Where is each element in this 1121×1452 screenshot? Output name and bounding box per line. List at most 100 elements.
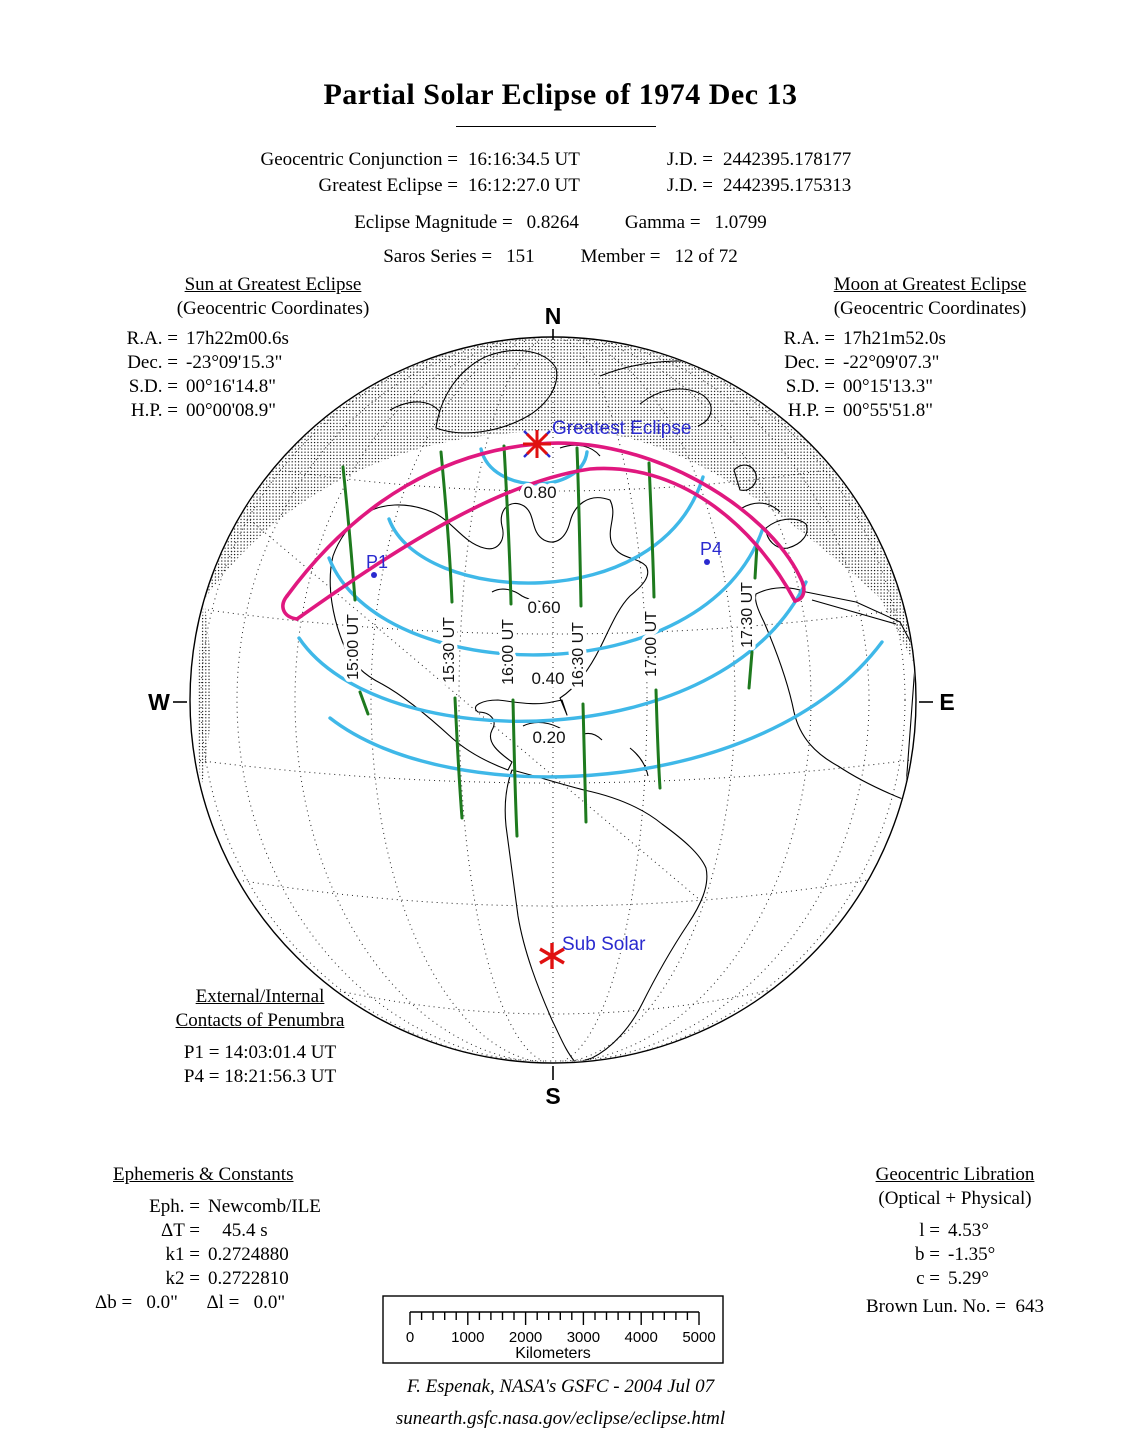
source-url: sunearth.gsfc.nasa.gov/eclipse/eclipse.h… [395, 1408, 726, 1429]
sun-dec-row: Dec. = -23°09'15.3" [127, 352, 283, 373]
compass: N S W E [148, 303, 955, 1109]
ephemeris-block: Ephemeris & Constants Eph. = Newcomb/ILE … [95, 1163, 435, 1315]
scale-tick-labels: 0 1000 2000 3000 4000 5000 [406, 1329, 716, 1346]
libration-heading: Geocentric Libration [875, 1164, 1035, 1185]
moon-block-heading: Moon at Greatest Eclipse [833, 274, 1027, 295]
svg-text:0.20: 0.20 [532, 728, 565, 747]
header-row-greatest-eclipse: Greatest Eclipse = 16:12:27.0 UT J.D. = … [153, 175, 893, 197]
compass-west-label: W [148, 689, 170, 715]
libration-subheading: (Optical + Physical) [878, 1188, 1032, 1209]
title-underline [456, 126, 656, 127]
sub-solar-marker [539, 943, 565, 969]
ephemeris-k2-row: k2 = 0.2722810 [165, 1268, 289, 1289]
page-title: Partial Solar Eclipse of 1974 Dec 13 [323, 78, 798, 111]
compass-east-label: E [939, 689, 954, 715]
svg-text:16:30 UT: 16:30 UT [570, 622, 587, 688]
svg-text:15:30 UT: 15:30 UT [441, 617, 458, 683]
svg-text:4000: 4000 [625, 1329, 658, 1346]
scale-bar: 0 1000 2000 3000 4000 5000 Kilometers [382, 1295, 724, 1364]
svg-text:15:00 UT: 15:00 UT [345, 614, 362, 680]
conjunction-jd-label: J.D. = [666, 149, 713, 170]
svg-text:0.80: 0.80 [523, 483, 556, 502]
libration-b-row: b = -1.35° [915, 1244, 996, 1265]
libration-block: Geocentric Libration (Optical + Physical… [790, 1163, 1120, 1319]
sun-sd-row: S.D. = 00°16'14.8" [128, 376, 277, 397]
night-shading-region [191, 338, 915, 788]
penumbra-contacts-block: External/Internal Contacts of Penumbra P… [100, 985, 420, 1089]
header-row-conjunction: Geocentric Conjunction = 16:16:34.5 UT J… [153, 149, 893, 171]
header-row-magnitude: Eclipse Magnitude = 0.8264 Gamma = 1.079… [0, 212, 1121, 234]
greatest-eclipse-value: 16:12:27.0 UT [468, 175, 580, 196]
moon-block-subheading: (Geocentric Coordinates) [833, 298, 1027, 319]
p1-contact-row: P1 = 14:03:01.4 UT [183, 1042, 337, 1063]
svg-text:1000: 1000 [451, 1329, 484, 1346]
p4-label: P4 [700, 539, 722, 559]
ephemeris-heading: Ephemeris & Constants [113, 1164, 294, 1185]
compass-north-label: N [545, 303, 562, 329]
svg-text:5000: 5000 [682, 1329, 715, 1346]
p4-point [704, 559, 710, 565]
brown-lunation-row: Brown Lun. No. = 643 [865, 1296, 1044, 1317]
svg-text:2000: 2000 [509, 1329, 542, 1346]
member-label: Member = [580, 246, 661, 267]
svg-text:3000: 3000 [567, 1329, 600, 1346]
svg-text:17:00 UT: 17:00 UT [643, 611, 660, 677]
p1-point [371, 572, 377, 578]
p4-contact-row: P4 = 18:21:56.3 UT [183, 1066, 337, 1087]
svg-text:0.60: 0.60 [527, 598, 560, 617]
p1-label: P1 [366, 552, 388, 572]
sun-coordinates-block: Sun at Greatest Eclipse (Geocentric Coor… [108, 273, 438, 423]
magnitude-value: 0.8264 [526, 212, 579, 233]
time-contour-labels: 15:00 UT 15:30 UT 16:00 UT 16:30 UT 17:0… [342, 578, 760, 691]
greatest-eclipse-jd-value: 2442395.175313 [723, 175, 852, 196]
greatest-eclipse-label: Greatest Eclipse = [318, 175, 458, 196]
ephemeris-delta-row: Δb = 0.0" Δl = 0.0" [95, 1292, 286, 1313]
map-point-labels: Greatest Eclipse P1 P4 Sub Solar [366, 418, 722, 955]
sub-solar-label: Sub Solar [562, 934, 646, 955]
contour-0-20 [297, 580, 808, 724]
conjunction-label: Geocentric Conjunction = [260, 149, 459, 170]
libration-c-row: c = 5.29° [916, 1268, 989, 1289]
magnitude-label: Eclipse Magnitude = [354, 212, 513, 233]
saros-value: 151 [506, 246, 535, 267]
ephemeris-dt-row: ΔT = 45.4 s [161, 1220, 268, 1241]
ephemeris-k1-row: k1 = 0.2724880 [165, 1244, 289, 1265]
greatest-eclipse-label: Greatest Eclipse [552, 418, 691, 439]
contacts-heading-line1: External/Internal [195, 986, 325, 1007]
scale-ticks [409, 1312, 700, 1325]
moon-hp-row: H.P. = 00°55'51.8" [787, 400, 934, 421]
magnitude-contour-labels: 0.80 0.60 0.40 0.20 [520, 480, 569, 751]
gamma-label: Gamma = [624, 212, 701, 233]
scale-unit-label: Kilometers [515, 1345, 591, 1362]
credit-line: F. Espenak, NASA's GSFC - 2004 Jul 07 [406, 1376, 715, 1397]
contour-0-00 [328, 640, 884, 779]
svg-text:0.40: 0.40 [531, 669, 564, 688]
moon-ra-row: R.A. = 17h21m52.0s [783, 328, 946, 349]
svg-text:17:30 UT: 17:30 UT [739, 582, 756, 648]
saros-label: Saros Series = [383, 246, 493, 267]
ephemeris-eph-row: Eph. = Newcomb/ILE [149, 1196, 321, 1217]
graticule [194, 338, 912, 1062]
sun-block-subheading: (Geocentric Coordinates) [176, 298, 370, 319]
gamma-value: 1.0799 [714, 212, 767, 233]
time-contours [341, 444, 759, 838]
contacts-heading-line2: Contacts of Penumbra [175, 1010, 345, 1031]
sun-block-heading: Sun at Greatest Eclipse [184, 274, 362, 295]
greatest-eclipse-jd-label: J.D. = [666, 175, 713, 196]
sun-hp-row: H.P. = 00°00'08.9" [130, 400, 277, 421]
conjunction-jd-value: 2442395.178177 [723, 149, 852, 170]
sun-ra-row: R.A. = 17h22m00.6s [126, 328, 289, 349]
svg-text:16:00 UT: 16:00 UT [500, 619, 517, 685]
member-value: 12 of 72 [674, 246, 738, 267]
contour-0-40 [327, 526, 765, 657]
svg-text:0: 0 [406, 1329, 414, 1346]
moon-sd-row: S.D. = 00°15'13.3" [785, 376, 934, 397]
moon-coordinates-block: Moon at Greatest Eclipse (Geocentric Coo… [765, 273, 1095, 423]
libration-l-row: l = 4.53° [919, 1220, 989, 1241]
moon-dec-row: Dec. = -22°09'07.3" [784, 352, 940, 373]
contour-0-60 [387, 475, 705, 585]
header-row-saros: Saros Series = 151 Member = 12 of 72 [0, 246, 1121, 268]
greatest-eclipse-marker [523, 430, 551, 458]
